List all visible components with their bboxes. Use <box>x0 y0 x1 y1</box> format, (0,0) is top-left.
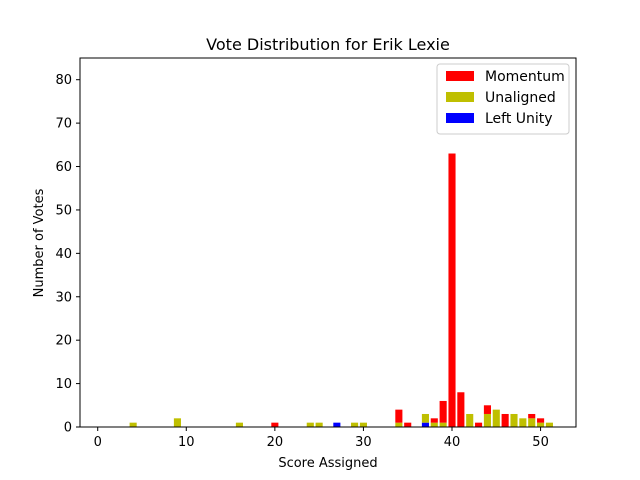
bar-left-unity-37 <box>421 422 429 427</box>
bar-unaligned-50 <box>537 422 545 427</box>
axes-layer: 0 10 20 30 40 50 0 10 20 30 40 50 60 70 80 <box>55 57 577 450</box>
bar-momentum-35 <box>404 422 412 427</box>
bar-unaligned-44 <box>483 413 491 427</box>
chart-title: Vote Distribution for Erik Lexie <box>206 35 450 54</box>
bar-momentum-40 <box>448 153 456 427</box>
bar-unaligned-29 <box>351 422 359 427</box>
legend: Momentum Unaligned Left Unity <box>436 63 570 135</box>
bar-unaligned-42 <box>466 413 474 427</box>
bar-momentum-46 <box>501 413 509 427</box>
y-tick-label: 0 <box>64 421 72 436</box>
legend-swatch-momentum <box>446 71 474 81</box>
y-tick-label: 10 <box>55 377 72 392</box>
bar-momentum-49 <box>528 413 536 419</box>
bar-momentum-41 <box>457 392 465 427</box>
bar-unaligned-24 <box>306 422 314 427</box>
bar-unaligned-25 <box>315 422 323 427</box>
y-tick-label: 50 <box>55 203 72 218</box>
x-axis-label: Score Assigned <box>278 456 377 471</box>
bar-unaligned-30 <box>359 422 367 427</box>
bar-momentum-44 <box>483 405 491 414</box>
bar-unaligned-16 <box>235 422 243 427</box>
bar-unaligned-37 <box>421 413 429 423</box>
legend-label-left-unity: Left Unity <box>485 111 553 127</box>
x-tick-label: 50 <box>532 435 549 450</box>
y-tick-label: 30 <box>55 290 72 305</box>
legend-label-momentum: Momentum <box>485 69 565 85</box>
bar-unaligned-45 <box>492 409 500 427</box>
y-tick-label: 60 <box>55 160 72 175</box>
bar-unaligned-38 <box>430 422 438 427</box>
bar-unaligned-34 <box>395 422 403 427</box>
bar-unaligned-9 <box>173 418 181 427</box>
legend-swatch-left-unity <box>446 113 474 123</box>
bar-unaligned-51 <box>545 422 553 427</box>
plot-frame <box>79 57 577 428</box>
bar-momentum-39 <box>439 400 447 423</box>
legend-swatch-unaligned <box>446 92 474 102</box>
x-tick-label: 10 <box>178 435 195 450</box>
y-axis-label: Number of Votes <box>32 188 47 297</box>
bar-momentum-50 <box>537 418 545 423</box>
bar-unaligned-47 <box>510 413 518 427</box>
bar-momentum-38 <box>430 418 438 423</box>
y-tick-label: 40 <box>55 247 72 262</box>
bar-momentum-20 <box>271 422 279 427</box>
x-tick-label: 0 <box>94 435 102 450</box>
bar-left-unity-27 <box>333 422 341 427</box>
legend-label-unaligned: Unaligned <box>485 90 556 106</box>
bar-unaligned-48 <box>519 418 527 427</box>
y-tick-label: 70 <box>55 117 72 132</box>
bar-momentum-43 <box>475 422 483 427</box>
x-tick-label: 20 <box>267 435 284 450</box>
bar-unaligned-49 <box>528 418 536 427</box>
x-tick-label: 40 <box>444 435 461 450</box>
bar-unaligned-39 <box>439 422 447 427</box>
y-tick-label: 20 <box>55 334 72 349</box>
bar-unaligned-4 <box>129 422 137 427</box>
x-tick-label: 30 <box>355 435 372 450</box>
bar-momentum-34 <box>395 409 403 423</box>
bars-layer <box>129 153 553 427</box>
y-tick-label: 80 <box>55 73 72 88</box>
